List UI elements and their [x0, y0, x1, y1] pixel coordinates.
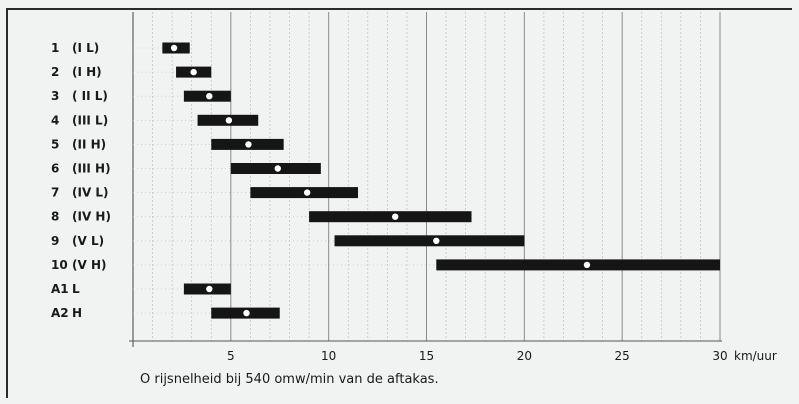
- x-tick-label: 15: [419, 349, 434, 363]
- speed-marker: [243, 309, 250, 317]
- row-gear-code: H: [72, 306, 82, 320]
- chart-frame: [6, 8, 792, 398]
- range-bar: [309, 211, 472, 223]
- row-number: 2: [51, 65, 59, 79]
- x-axis-unit: km/uur: [734, 349, 777, 363]
- row-number: 4: [51, 113, 59, 127]
- x-axis-ticks: 5 10 15 20 25 30 km/uur: [227, 349, 777, 363]
- row-number: 5: [51, 137, 59, 151]
- row-gear-code: (IV H): [72, 210, 111, 224]
- row-number: 6: [51, 162, 59, 176]
- row-number: A2: [51, 306, 69, 320]
- range-bar: [334, 235, 525, 247]
- range-bar: [436, 259, 720, 271]
- row-gear-code: (II H): [72, 137, 106, 151]
- speed-marker: [245, 141, 252, 148]
- x-tick-label: 25: [615, 349, 630, 363]
- row-number: 3: [51, 89, 59, 103]
- speed-marker: [190, 68, 197, 76]
- speed-marker: [391, 213, 399, 220]
- row-gear-code: ( II L): [72, 89, 108, 103]
- row-gear-code: (V L): [72, 234, 104, 248]
- row-number: 10: [51, 258, 68, 272]
- chart-caption: O rijsnelheid bij 540 omw/min van de aft…: [140, 372, 439, 387]
- x-tick-label: 5: [227, 349, 235, 363]
- speed-marker: [433, 237, 440, 244]
- x-tick-label: 20: [517, 349, 532, 363]
- row-gear-code: (V H): [72, 258, 106, 272]
- speed-marker: [274, 165, 281, 172]
- speed-marker: [303, 189, 311, 196]
- x-tick-label: 10: [321, 349, 336, 363]
- speed-marker: [170, 44, 178, 52]
- speed-marker: [583, 261, 591, 269]
- row-gear-code: (I H): [72, 65, 102, 79]
- row-gear-code: L: [72, 282, 80, 296]
- row-gear-code: (III L): [72, 113, 108, 127]
- row-number: 8: [51, 210, 59, 224]
- row-number: 1: [51, 41, 59, 55]
- row-labels: 1 (I L) 2 (I H) 3 ( II L) 4 (III L) 5 (II H) 6 (III…: [51, 41, 111, 320]
- speed-marker: [225, 117, 233, 124]
- row-gear-code: (I L): [72, 41, 99, 55]
- row-number: A1: [51, 282, 69, 296]
- row-number: 7: [51, 186, 59, 200]
- row-number: 9: [51, 234, 59, 248]
- grid: [129, 12, 722, 347]
- row-gear-code: (III H): [72, 162, 111, 176]
- row-gear-code: (IV L): [72, 186, 109, 200]
- x-tick-label: 30: [712, 349, 727, 363]
- speed-marker: [206, 285, 213, 293]
- speed-marker: [206, 93, 213, 100]
- range-bars: [133, 42, 720, 319]
